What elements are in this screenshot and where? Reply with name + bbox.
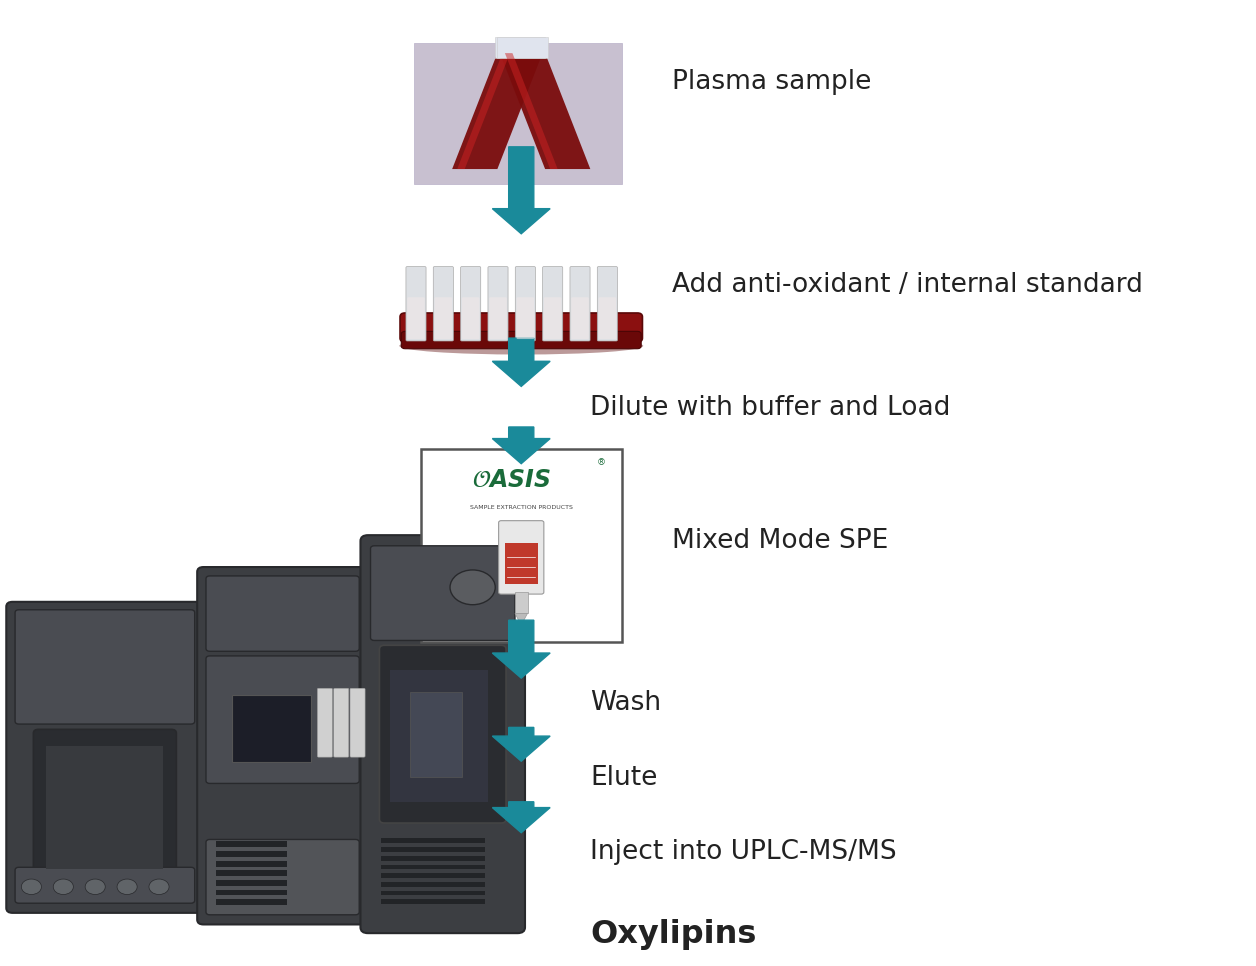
FancyBboxPatch shape bbox=[379, 645, 506, 823]
FancyBboxPatch shape bbox=[206, 576, 359, 651]
FancyArrow shape bbox=[492, 620, 550, 678]
Ellipse shape bbox=[399, 337, 643, 355]
Bar bbox=[495, 37, 545, 58]
Bar bbox=[381, 882, 485, 887]
Circle shape bbox=[21, 879, 41, 895]
FancyBboxPatch shape bbox=[402, 331, 642, 349]
Text: Plasma sample: Plasma sample bbox=[672, 70, 872, 95]
Text: Dilute with buffer and Load: Dilute with buffer and Load bbox=[590, 395, 951, 420]
Circle shape bbox=[149, 879, 170, 895]
Text: Elute: Elute bbox=[590, 765, 658, 790]
FancyArrow shape bbox=[492, 147, 550, 234]
Polygon shape bbox=[452, 53, 543, 169]
Circle shape bbox=[85, 879, 106, 895]
Bar bbox=[414, 43, 622, 184]
Text: Add anti-oxidant / internal standard: Add anti-oxidant / internal standard bbox=[672, 272, 1143, 298]
FancyBboxPatch shape bbox=[515, 267, 535, 341]
FancyBboxPatch shape bbox=[6, 602, 203, 913]
Bar bbox=[381, 856, 485, 861]
Bar bbox=[391, 669, 489, 802]
FancyArrow shape bbox=[492, 427, 550, 464]
FancyBboxPatch shape bbox=[197, 567, 368, 924]
Circle shape bbox=[117, 879, 137, 895]
FancyBboxPatch shape bbox=[15, 610, 195, 724]
Bar bbox=[45, 746, 163, 868]
FancyBboxPatch shape bbox=[598, 267, 618, 341]
Bar bbox=[216, 899, 288, 905]
Circle shape bbox=[450, 570, 495, 605]
Bar bbox=[381, 873, 485, 878]
FancyBboxPatch shape bbox=[487, 267, 507, 341]
Bar bbox=[409, 692, 462, 777]
FancyBboxPatch shape bbox=[461, 267, 481, 341]
Bar bbox=[216, 841, 288, 847]
Text: Wash: Wash bbox=[590, 691, 662, 716]
Text: SAMPLE EXTRACTION PRODUCTS: SAMPLE EXTRACTION PRODUCTS bbox=[470, 504, 573, 510]
FancyBboxPatch shape bbox=[350, 688, 365, 757]
FancyBboxPatch shape bbox=[407, 298, 425, 339]
Bar bbox=[216, 861, 288, 867]
Text: ®: ® bbox=[597, 458, 607, 468]
Bar bbox=[515, 592, 528, 613]
Polygon shape bbox=[500, 53, 590, 169]
FancyBboxPatch shape bbox=[571, 298, 589, 339]
FancyBboxPatch shape bbox=[318, 688, 333, 757]
FancyBboxPatch shape bbox=[206, 839, 359, 915]
FancyArrow shape bbox=[492, 802, 550, 833]
FancyBboxPatch shape bbox=[499, 521, 544, 594]
FancyArrow shape bbox=[492, 727, 550, 761]
Text: Oxylipins: Oxylipins bbox=[590, 919, 756, 950]
Polygon shape bbox=[457, 53, 510, 169]
Bar bbox=[381, 891, 485, 895]
FancyBboxPatch shape bbox=[543, 267, 563, 341]
Bar bbox=[381, 899, 485, 904]
FancyBboxPatch shape bbox=[435, 298, 452, 339]
FancyBboxPatch shape bbox=[360, 535, 525, 933]
Bar bbox=[497, 37, 548, 58]
FancyBboxPatch shape bbox=[15, 867, 195, 903]
Polygon shape bbox=[515, 613, 528, 625]
FancyBboxPatch shape bbox=[570, 267, 590, 341]
Bar bbox=[232, 696, 311, 762]
Bar bbox=[381, 838, 485, 843]
Bar bbox=[216, 851, 288, 857]
Bar bbox=[216, 880, 288, 886]
FancyBboxPatch shape bbox=[371, 546, 515, 640]
Text: Inject into UPLC-MS/MS: Inject into UPLC-MS/MS bbox=[590, 839, 897, 865]
Bar bbox=[216, 870, 288, 876]
FancyBboxPatch shape bbox=[34, 729, 176, 882]
FancyBboxPatch shape bbox=[334, 688, 349, 757]
FancyBboxPatch shape bbox=[516, 298, 534, 339]
Text: Mixed Mode SPE: Mixed Mode SPE bbox=[672, 528, 888, 554]
FancyBboxPatch shape bbox=[462, 298, 480, 339]
Bar bbox=[505, 543, 538, 584]
Bar bbox=[216, 890, 288, 895]
FancyBboxPatch shape bbox=[599, 298, 617, 339]
FancyBboxPatch shape bbox=[490, 298, 507, 339]
Text: $\mathcal{O}$ASIS: $\mathcal{O}$ASIS bbox=[471, 469, 551, 492]
Bar bbox=[381, 865, 485, 869]
FancyBboxPatch shape bbox=[206, 656, 359, 783]
Bar bbox=[381, 847, 485, 852]
FancyArrow shape bbox=[492, 338, 550, 386]
FancyBboxPatch shape bbox=[406, 267, 426, 341]
FancyBboxPatch shape bbox=[544, 298, 561, 339]
FancyBboxPatch shape bbox=[399, 313, 643, 342]
Bar bbox=[421, 449, 622, 642]
Polygon shape bbox=[505, 53, 558, 169]
FancyBboxPatch shape bbox=[433, 267, 453, 341]
Circle shape bbox=[53, 879, 73, 895]
